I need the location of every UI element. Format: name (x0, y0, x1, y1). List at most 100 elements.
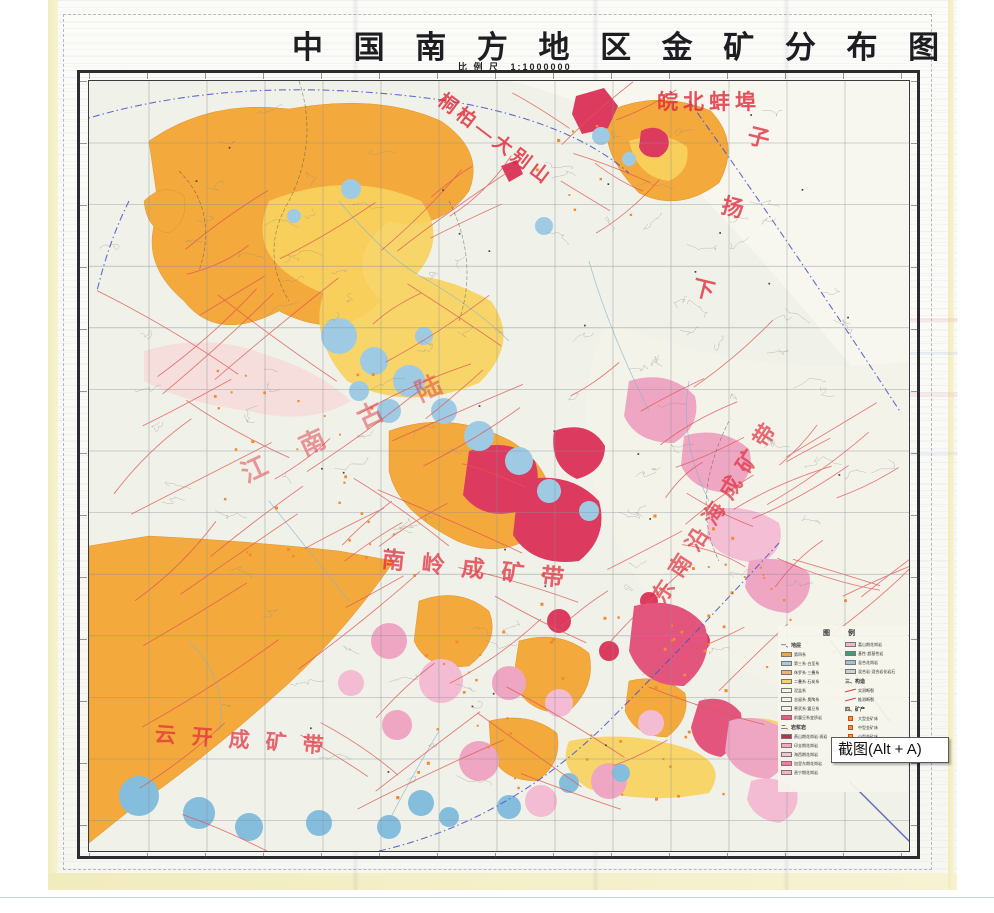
legend-item: 混合岩·混合岩化岩石 (845, 667, 905, 676)
legend-item: 印支期花岗岩 (781, 741, 841, 750)
legend-title: 图 例 (823, 630, 863, 637)
region-northeast-pale (509, 81, 909, 441)
map-frame-inner (88, 80, 910, 852)
legend-swatch (781, 770, 792, 775)
province-boundaries (178, 81, 730, 562)
legend-swatch (845, 642, 856, 647)
page-divider-line (0, 897, 994, 898)
legend-item-label: 基性·超基性岩 (858, 650, 884, 656)
graticule-ticks-left (79, 81, 87, 851)
legend-item-label: 海西期花岗岩 (794, 751, 818, 757)
legend-swatch (781, 679, 792, 684)
legend-item: 志留系·奥陶系 (781, 695, 841, 704)
legend-item: 第四系 (781, 650, 841, 659)
legend-item: 喜山期花岗岩 (845, 640, 905, 649)
legend-item: 实测断裂 (845, 686, 905, 695)
legend-swatch (845, 651, 856, 656)
legend-swatch (845, 660, 856, 665)
legend-item-label: 晋宁期花岗岩 (794, 769, 818, 775)
legend-section-header: 二、岩浆岩 (781, 725, 807, 731)
legend-item-label: 实测断裂 (858, 687, 874, 693)
scale-value: 1:1000000 (510, 62, 572, 72)
fault-line-symbol (845, 688, 856, 693)
ore-occurrence-dots (213, 124, 847, 801)
legend-section-header: 一、地层 (781, 643, 802, 649)
legend-swatch (781, 661, 792, 666)
graticule-ticks-top (89, 72, 909, 79)
legend-item: 寒武系·震旦系 (781, 704, 841, 713)
map-legend: 图 例 一、地层第四系第三系·白垩系 侏罗系·三叠系 二叠系·石炭系 泥盆系志留系·奥… (778, 626, 908, 792)
graticule-grid (89, 81, 909, 851)
legend-item-label: 二叠系·石炭系 (794, 678, 820, 684)
legend-item-label: 喜山期花岗岩 (858, 641, 882, 647)
legend-item-label: 小型金矿床 (858, 733, 878, 739)
legend-item: 海西期花岗岩 (781, 750, 841, 759)
regions-blue (287, 127, 636, 521)
map-scale: 比 例 尺 1:1000000 (458, 60, 572, 73)
legend-swatch (781, 752, 792, 757)
legend-item: 中型金矿床 (845, 723, 905, 732)
legend-item: 大型金矿床 (845, 714, 905, 723)
scanned-map-sheet: 中 国 南 方 地 区 金 矿 分 布 图 比 例 尺 1:1000000 (48, 0, 958, 890)
regions-pink (338, 377, 811, 823)
legend-item: 二叠系·石炭系 (781, 677, 841, 686)
legend-swatch (781, 761, 792, 766)
legend-item: 推测断裂 (845, 695, 905, 704)
legend-item: 前震旦系变质岩 (781, 713, 841, 722)
region-paleband (144, 342, 351, 417)
legend-item-label: 寒武系·震旦系 (794, 705, 820, 711)
legend-swatch (781, 697, 792, 702)
legend-swatch (781, 670, 792, 675)
legend-swatch (781, 715, 792, 720)
screenshot-tooltip-text: 截图(Alt + A) (838, 741, 922, 758)
sheet-bottom-edge (48, 873, 957, 890)
legend-section-header: 三、构造 (845, 679, 866, 685)
legend-item-label: 侏罗系·三叠系 (794, 669, 820, 675)
legend-item: 混合花岗岩 (845, 658, 905, 667)
legend-item: 燕山期花岗岩·斑岩 (781, 732, 841, 741)
graticule-ticks-bottom (89, 853, 909, 858)
legend-column-left: 一、地层第四系第三系·白垩系 侏罗系·三叠系 二叠系·石炭系 泥盆系志留系·奥陶系 寒武… (781, 640, 841, 777)
legend-swatch (781, 688, 792, 693)
gold-deposit-symbol (848, 716, 853, 721)
legend-item-label: 泥盆系 (794, 687, 806, 693)
sheet-right-edge (948, 0, 954, 890)
legend-item-label: 加里东期花岗岩 (794, 760, 822, 766)
legend-swatch (781, 734, 792, 739)
legend-item-label: 第三系·白垩系 (794, 660, 820, 666)
graticule-ticks-right (911, 81, 919, 851)
screenshot-tooltip: 截图(Alt + A) (831, 737, 949, 763)
town-marks (195, 114, 849, 773)
legend-swatch (781, 743, 792, 748)
legend-item-label: 推测断裂 (858, 696, 874, 702)
sheet-left-edge (48, 0, 58, 890)
legend-item: 加里东期花岗岩 (781, 759, 841, 768)
legend-item-label: 前震旦系变质岩 (794, 714, 822, 720)
legend-item-label: 燕山期花岗岩·斑岩 (794, 733, 828, 739)
scale-label: 比 例 尺 (458, 62, 501, 72)
legend-item: 基性·超基性岩 (845, 649, 905, 658)
legend-item: 泥盆系 (781, 686, 841, 695)
legend-swatch (781, 706, 792, 711)
fault-line-symbol (845, 697, 856, 702)
river-lines (188, 200, 710, 822)
legend-item-label: 印支期花岗岩 (794, 742, 818, 748)
legend-item-label: 混合花岗岩 (858, 659, 878, 665)
legend-item-label: 第四系 (794, 651, 806, 657)
legend-item-label: 志留系·奥陶系 (794, 696, 820, 702)
legend-item-label: 混合岩·混合岩化岩石 (858, 668, 896, 674)
legend-swatch (845, 669, 856, 674)
geologic-map-svg (89, 81, 909, 851)
legend-item: 侏罗系·三叠系 (781, 668, 841, 677)
legend-item-label: 中型金矿床 (858, 724, 878, 730)
gold-deposit-symbol (848, 725, 853, 730)
legend-item: 晋宁期花岗岩 (781, 768, 841, 777)
legend-item-label: 大型金矿床 (858, 715, 878, 721)
legend-swatch (781, 652, 792, 657)
map-title: 中 国 南 方 地 区 金 矿 分 布 图 (292, 30, 951, 65)
tectonic-boundaries (89, 89, 902, 851)
legend-item: 第三系·白垩系 (781, 659, 841, 668)
decorative-border (63, 14, 932, 870)
map-canvas (89, 81, 909, 851)
legend-section-header: 四、矿产 (845, 707, 866, 713)
